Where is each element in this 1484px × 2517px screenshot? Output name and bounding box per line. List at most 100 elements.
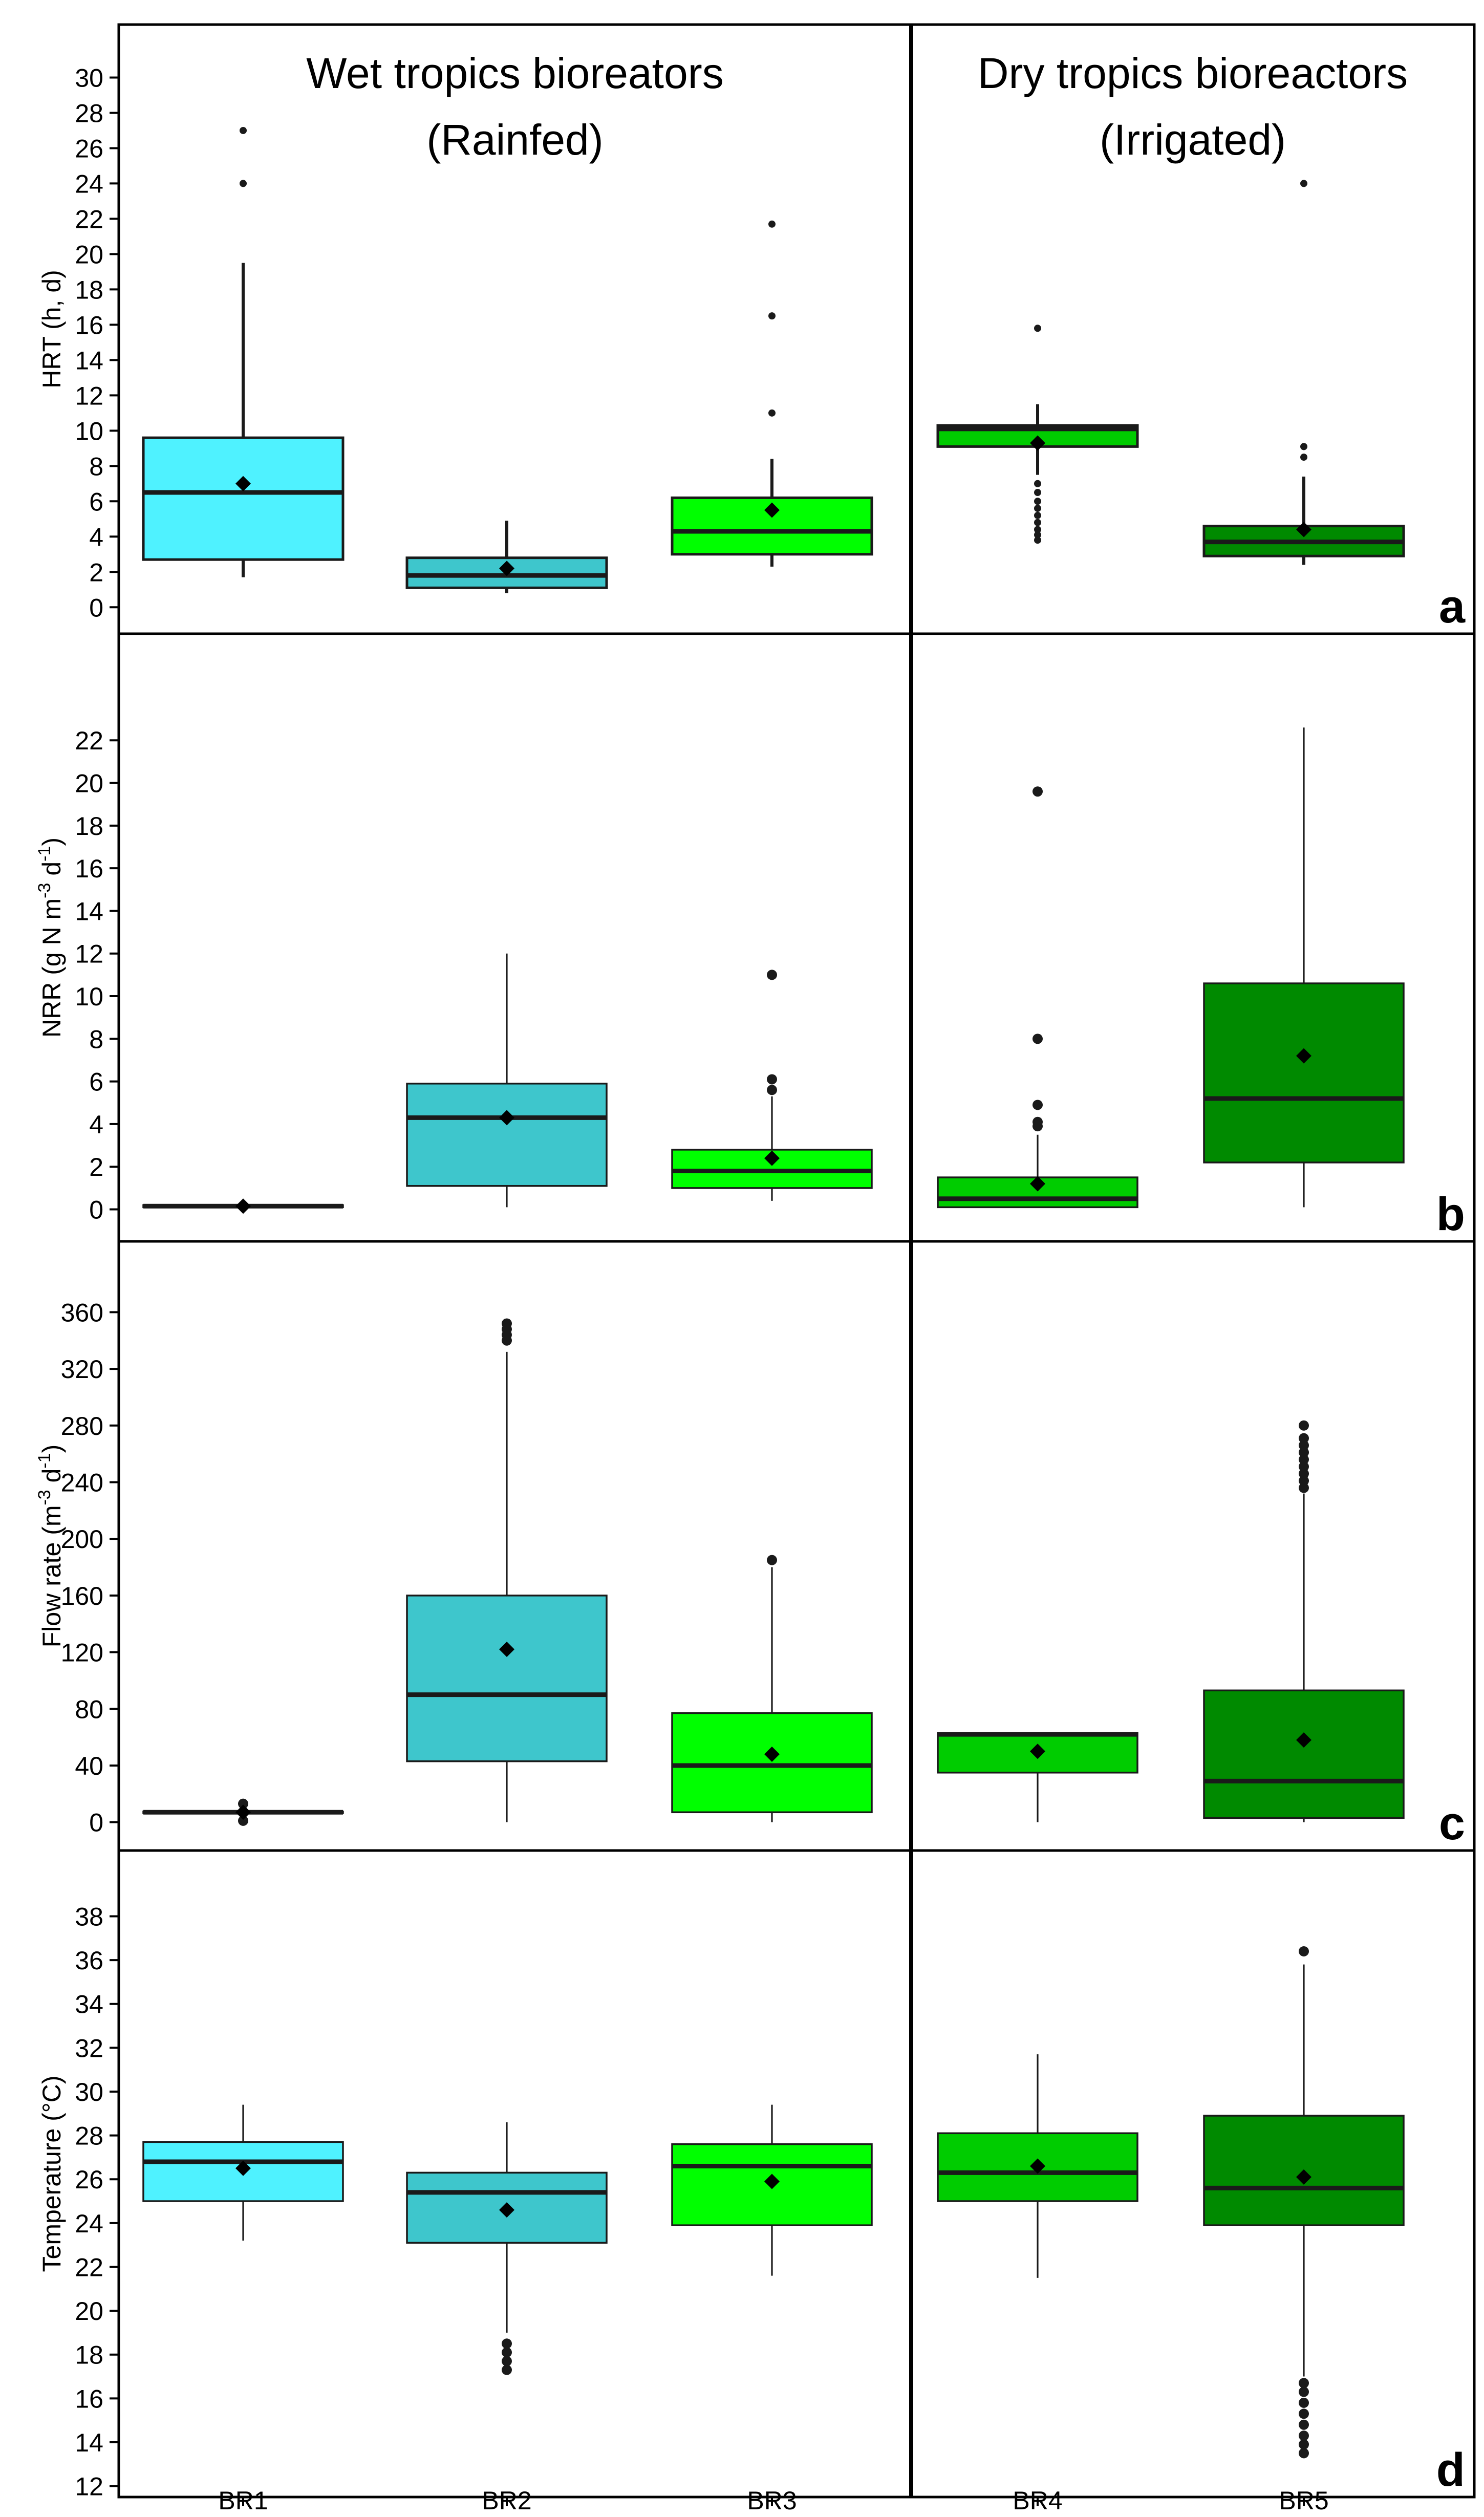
outlier-point [1299,2430,1309,2441]
outlier-point [1299,2408,1309,2419]
mean-marker [1030,2158,1045,2174]
group-title-line1: Dry tropics bioreactors [978,49,1408,97]
box-BR4 [937,1732,1138,1822]
panel-letter: b [1436,1188,1465,1240]
y-tick-label: 22 [75,2253,103,2282]
outlier-point [1299,1461,1309,1472]
y-tick-label: 20 [75,240,103,269]
outlier-point [1299,2439,1309,2450]
outlier-point [1300,454,1307,461]
y-tick-label: 10 [75,982,103,1011]
y-axis-label-text: d [37,862,66,883]
box-BR1 [142,1198,344,1214]
outlier-point [1033,1100,1043,1110]
mean-marker [235,476,251,491]
y-tick-label: 16 [75,311,103,339]
y-tick-label: 18 [75,2341,103,2370]
mean-marker [235,2160,251,2176]
outlier-point [238,1815,248,1826]
y-tick-label: 24 [75,2209,103,2238]
mean-marker [764,502,780,518]
y-axis-label-superscript: -1 [35,1453,54,1468]
y-tick-label: 160 [61,1582,103,1610]
box-BR3 [671,970,873,1201]
y-axis-label: NRR (g N m-3 d-1) [35,837,66,1038]
y-tick-label: 6 [89,1068,103,1096]
outlier-point [1034,526,1041,533]
y-tick-label: 28 [75,2122,103,2150]
x-tick-label: BR4 [1013,2486,1062,2514]
outlier-point [768,220,776,228]
y-tick-label: 36 [75,1946,103,1975]
outlier-point [1299,2448,1309,2459]
box-BR4 [936,325,1139,544]
outlier-point [1299,2397,1309,2408]
y-tick-label: 240 [61,1468,103,1497]
box-BR5 [1202,180,1405,565]
mean-marker [235,1198,251,1214]
outlier-point [1033,786,1043,797]
panel-letter: a [1439,580,1466,633]
y-axis-label-text: Temperature (°C) [37,2076,66,2272]
y-axis-label-superscript: -3 [35,1490,54,1505]
outlier-point [502,2356,512,2367]
y-axis-label-superscript: -3 [35,883,54,898]
outlier-point [1299,2378,1309,2389]
iqr-box [406,1595,608,1762]
y-tick-label: 34 [75,1990,103,2019]
y-tick-label: 20 [75,769,103,798]
box-BR4 [937,786,1138,1209]
outlier-point [768,409,776,417]
outlier-point [1034,505,1041,512]
mean-marker [499,561,514,576]
y-axis-label: Flow rate (m-3 d-1) [35,1445,66,1648]
y-axis-label-text: d [37,1469,66,1490]
iqr-box [937,2132,1138,2202]
outlier-point [1033,1116,1043,1127]
outlier-point [1034,519,1041,526]
y-tick-label: 26 [75,2165,103,2194]
iqr-box [671,1712,873,1814]
y-tick-label: 0 [89,1196,103,1224]
panel-b: 0 2 4 6 8 10 12 14 16 18 20 22 NRR (g N m-3 d-1) b [35,726,1465,1240]
mean-marker [1296,2169,1311,2185]
y-tick-label: 320 [61,1355,103,1384]
mean-marker [1296,522,1311,537]
box-BR5 [1203,1420,1405,1822]
y-axis-label-text: HRT (h, d) [37,270,66,389]
y-tick-label: 24 [75,169,103,198]
group-title-1: Wet tropics bioreators (Rainfed) [306,49,723,164]
y-tick-label: 26 [75,134,103,163]
y-tick-label: 18 [75,275,103,304]
outlier-point [1299,1454,1309,1465]
outlier-point [238,1798,248,1809]
plot-frame [117,23,1476,2499]
outlier-point [768,312,776,320]
mean-marker [764,2174,780,2189]
y-tick-label: 40 [75,1752,103,1780]
y-axis-label-text: Flow rate (m [37,1505,66,1648]
box-BR2 [405,521,608,593]
outlier-point [1034,325,1041,332]
outlier-point [502,2338,512,2349]
y-tick-label: 6 [89,487,103,516]
y-tick-label: 16 [75,2384,103,2413]
y-tick-label: 22 [75,205,103,233]
y-tick-label: 8 [89,1025,103,1053]
mean-marker [1030,1176,1045,1192]
box-BR4 [937,2054,1138,2278]
box-BR2 [406,1318,608,1822]
y-tick-label: 12 [75,2472,103,2501]
mean-marker [1030,1744,1045,1759]
mean-marker [764,1746,780,1762]
y-tick-label: 14 [75,2428,103,2457]
outlier-point [240,180,247,187]
outlier-point [1034,531,1041,539]
box-BR5 [1203,727,1405,1208]
y-tick-label: 14 [75,346,103,375]
box-BR1 [142,2104,344,2241]
y-tick-label: 280 [61,1412,103,1440]
outlier-point [240,126,247,134]
